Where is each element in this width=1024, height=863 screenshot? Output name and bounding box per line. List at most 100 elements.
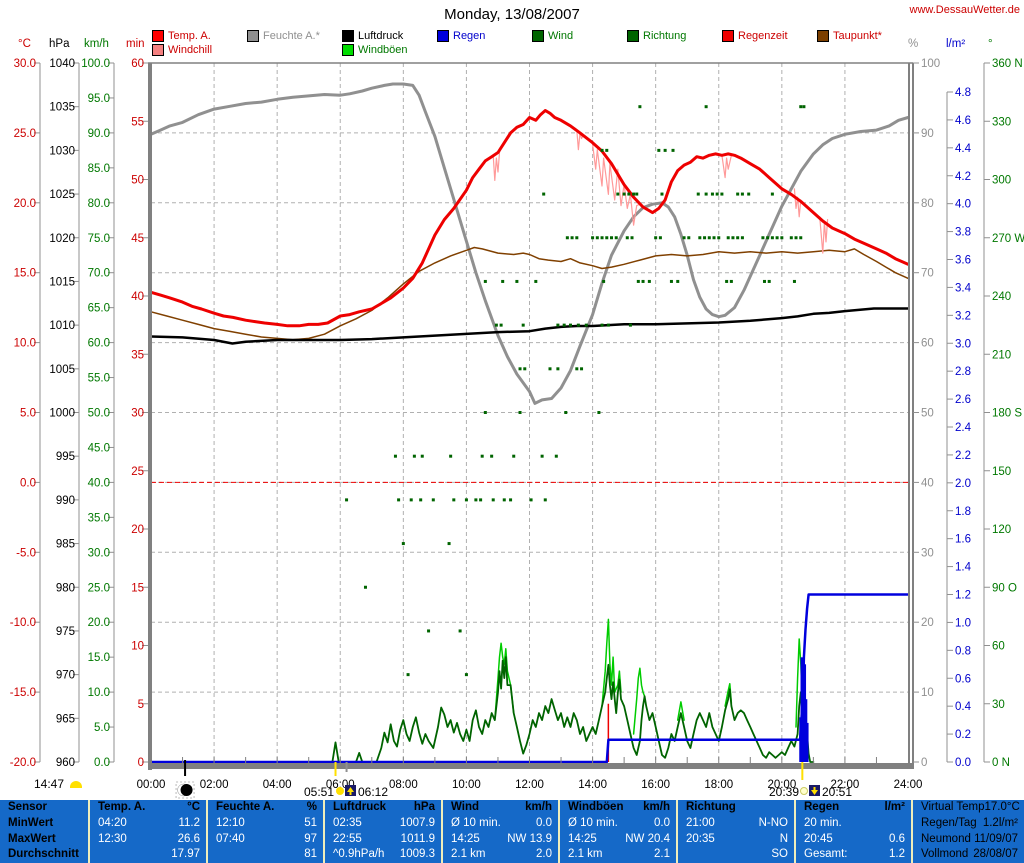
svg-text:150: 150 [992,466,1011,478]
plot-left-border [148,63,152,770]
svg-text:0.4: 0.4 [955,701,972,713]
sunrise-time-1: 05:51 [304,785,334,799]
legend-item-label: Wind [548,30,574,42]
kmh-axis: 100.0 95.0 90.0 85.0 80.0 75.0 70.0 65.0 60.0 55.… [81,58,115,769]
table-cell: Windböen [568,801,624,813]
svg-text:1030: 1030 [49,145,75,157]
svg-text:30: 30 [992,699,1005,711]
gridlines [151,63,908,762]
svg-text:3.0: 3.0 [955,338,971,350]
table-row: Vollmond 28/08/07 [913,847,1024,863]
legend-swatch-icon [342,30,354,42]
svg-text:15: 15 [131,582,144,594]
table-row: ^0.9hPa/h 1009.3 [325,847,441,863]
legend-item-label: Richtung [643,30,687,42]
degrees-axis: 360 N 330 300 270 W 240 210 180 S 150 120 90 O 60 3… [983,58,1024,769]
table-cell: Virtual Temp [921,801,985,813]
moon-rise-icon [70,780,83,788]
svg-text:60.0: 60.0 [88,338,110,350]
website-link[interactable]: www.DessauWetter.de [909,4,1020,16]
svg-text:1.2: 1.2 [955,590,971,602]
chart-plot-area: 30.0 25.0 20.0 15.0 10.0 5.0 0.0 -5.0 -10.0 -15.0… [10,58,1024,799]
table-row: Feuchte A.% [208,800,323,816]
table-row: Temp. A. °C [90,800,206,816]
table-row: MaxWert [0,832,88,848]
svg-text:180 S: 180 S [992,408,1022,420]
svg-text:0.2: 0.2 [955,729,971,741]
sunrise-marker: 05:51 06:12 [304,785,388,799]
svg-text:90: 90 [921,128,934,140]
legend-swatch-icon [722,30,734,42]
svg-text:3.4: 3.4 [955,282,972,294]
legend-item-feuchte-a-: Feuchte A.* [247,30,320,42]
sunset-time-1: 20:39 [769,785,799,799]
svg-text:65.0: 65.0 [88,303,110,315]
legend-item-label: Regenzeit [738,30,788,42]
svg-text:240: 240 [992,291,1011,303]
svg-text:70: 70 [921,268,934,280]
table-cell: 17.97 [171,848,200,861]
table-cell: 0.0 [654,816,670,829]
table-cell: ^0.9hPa/h [333,848,385,861]
table-row: Neumond 11/09/07 [913,832,1024,848]
table-row: Luftdruck hPa [325,800,441,816]
min-axis-unit: min [126,38,145,50]
table-cell: % [306,801,317,813]
svg-text:15.0: 15.0 [88,652,110,664]
table-row: 17.97 [90,847,206,863]
svg-text:20:00: 20:00 [767,779,796,791]
sunset-time-2: 20:51 [822,785,852,799]
svg-text:360 N: 360 N [992,58,1023,70]
legend-item-label: Taupunkt* [833,30,882,42]
svg-text:965: 965 [56,713,75,725]
legend-item-label: Luftdruck [358,30,404,42]
svg-text:20: 20 [921,617,934,629]
svg-text:10.0: 10.0 [14,338,36,350]
svg-text:-5.0: -5.0 [16,547,36,559]
series-temperature [149,109,910,328]
table-cell: km/h [643,801,670,813]
table-cell: Neumond [921,832,971,845]
table-cell: Sensor [8,801,47,813]
table-cell: 22:55 [333,832,362,845]
svg-text:40: 40 [131,291,144,303]
table-cell: MinWert [8,816,54,829]
svg-text:1000: 1000 [49,408,75,420]
svg-text:25.0: 25.0 [88,582,110,594]
svg-text:1.0: 1.0 [955,617,971,629]
svg-text:70.0: 70.0 [88,268,110,280]
legend-item-label: Windböen [358,44,408,56]
table-cell: SO [771,848,788,861]
table-column-feuchte-a-: Feuchte A.% 12:10 51 07:40 97 81 [206,800,323,863]
sunset-tick [801,762,804,780]
table-row: 2.1 km 2.0 [443,847,558,863]
table-cell: 20 min. [804,816,842,829]
sunrise-tick [334,762,337,776]
table-column-sensor: Sensor MinWert MaxWert Durchschnitt [0,800,88,863]
svg-text:08:00: 08:00 [389,779,418,791]
table-row: Gesamt: 1.2 [796,847,911,863]
table-cell: 0.6 [889,832,905,845]
svg-text:2.4: 2.4 [955,422,972,434]
svg-text:0 N: 0 N [992,757,1010,769]
svg-text:-10.0: -10.0 [10,617,36,629]
table-cell: 2.0 [536,848,552,861]
table-row: Regen/Tag 1.2l/m² [913,816,1024,832]
series-windchill [591,143,641,226]
svg-text:4.2: 4.2 [955,171,971,183]
table-cell: Regen/Tag [921,816,977,829]
table-row: 20:35 N [678,832,794,848]
table-cell: 20:35 [686,832,715,845]
table-row: 04:20 11.2 [90,816,206,832]
svg-text:55.0: 55.0 [88,373,110,385]
svg-text:1.4: 1.4 [955,562,972,574]
svg-text:210: 210 [992,349,1011,361]
svg-text:1.8: 1.8 [955,506,971,518]
series-humidity [149,82,910,405]
legend-item-windchill: Windchill [152,44,212,56]
svg-text:0.0: 0.0 [20,477,36,489]
svg-text:85.0: 85.0 [88,163,110,175]
table-row: Sensor [0,800,88,816]
svg-text:04:00: 04:00 [263,779,292,791]
